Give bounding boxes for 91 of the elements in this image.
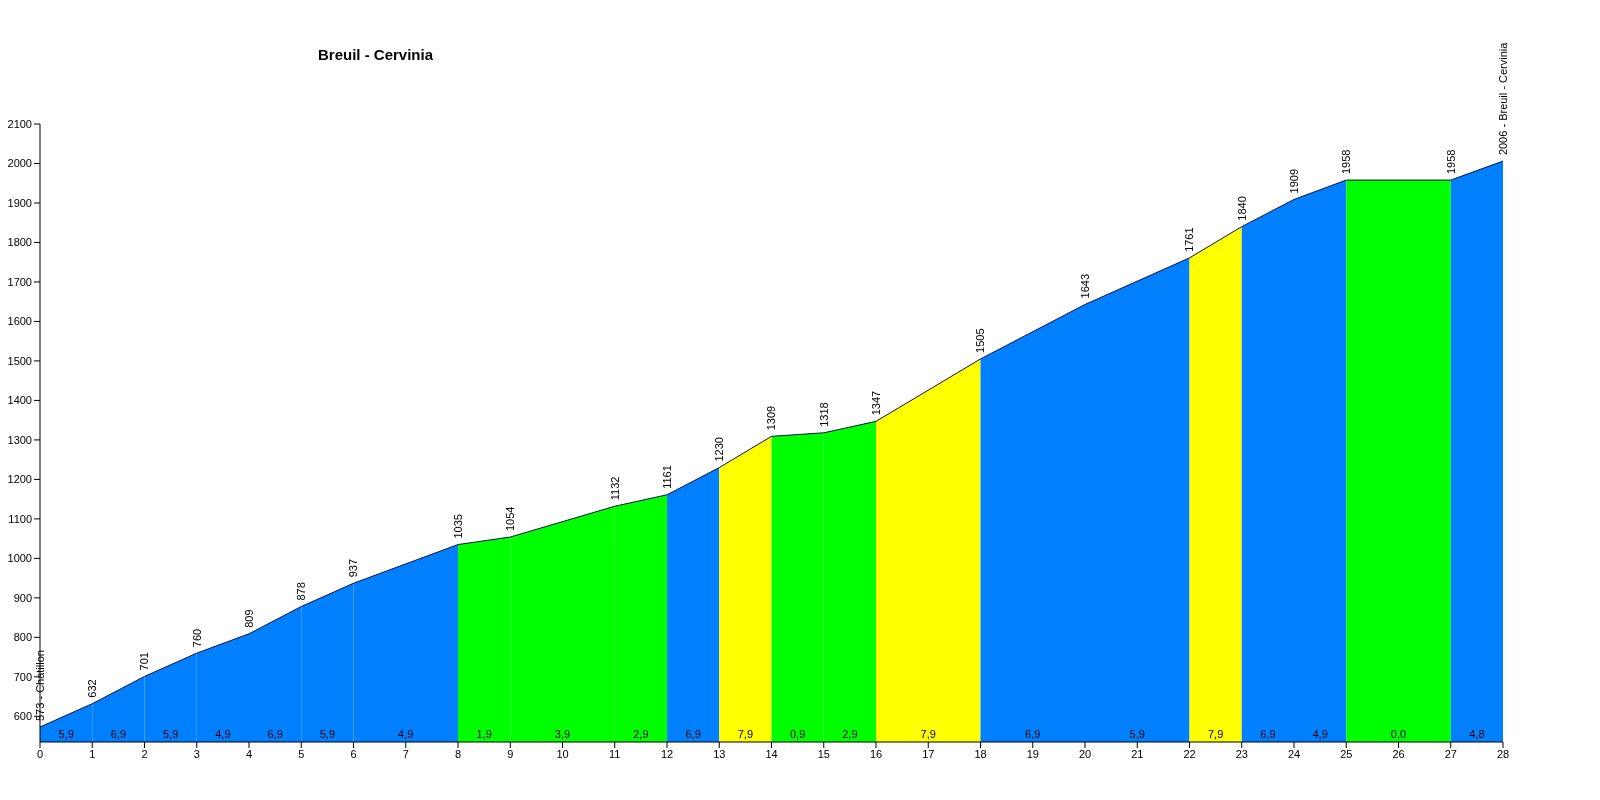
x-tick-label: 1 — [89, 747, 96, 760]
annotation: 6,9 — [267, 727, 283, 740]
annotation: 2,9 — [633, 727, 649, 740]
annotation: 6,9 — [1260, 727, 1276, 740]
annotation: 4,9 — [215, 727, 231, 740]
x-tick-label: 3 — [193, 747, 200, 760]
annotation: 2,9 — [842, 727, 858, 740]
data-label: 1347 — [870, 390, 882, 416]
data-label: 878 — [295, 582, 308, 601]
y-tick-label: 1600 — [7, 315, 32, 328]
x-tick-label: 0 — [36, 747, 44, 760]
annotation: 4,8 — [1469, 727, 1485, 740]
x-tick-label: 7 — [402, 747, 409, 760]
x-tick-label: 28 — [1496, 747, 1510, 760]
data-label: 1505 — [974, 328, 987, 353]
annotation: 1,9 — [476, 727, 492, 740]
data-label: 1318 — [817, 402, 830, 427]
data-label: 760 — [190, 628, 203, 648]
x-tick-label: 23 — [1235, 747, 1248, 760]
annotation: 5,9 — [58, 727, 74, 740]
x-tick-label: 16 — [869, 747, 883, 760]
data-label: 1909 — [1288, 168, 1300, 194]
chart-title: Breuil - Cervinia — [318, 46, 434, 63]
x-tick-label: 8 — [454, 747, 462, 760]
annotation: 5,9 — [1129, 727, 1145, 740]
y-tick-label: 1000 — [7, 552, 32, 565]
y-tick-label: 800 — [13, 631, 32, 644]
x-tick-label: 15 — [817, 747, 830, 760]
data-label: 1958 — [1340, 149, 1353, 175]
x-tick-label: 11 — [609, 747, 621, 760]
y-tick-label: 1700 — [7, 275, 32, 288]
data-label: 1132 — [608, 476, 621, 501]
x-tick-label: 4 — [245, 747, 253, 760]
annotation: 0,0 — [1390, 727, 1407, 740]
data-label: 2006 - Breuil - Cervinia — [1497, 41, 1509, 156]
y-tick-label: 900 — [13, 591, 32, 604]
data-label: 1643 — [1079, 273, 1091, 299]
annotation: 5,9 — [162, 727, 179, 740]
data-label: 1761 — [1183, 227, 1196, 252]
annotation: 0,9 — [789, 727, 806, 740]
x-tick-label: 5 — [298, 747, 305, 760]
x-tick-label: 26 — [1392, 747, 1405, 760]
annotation: 3,9 — [554, 727, 571, 740]
x-tick-label: 19 — [1026, 747, 1039, 760]
x-tick-label: 10 — [556, 747, 569, 760]
y-tick-label: 1800 — [7, 236, 32, 249]
x-tick-label: 25 — [1340, 747, 1353, 760]
x-tick-label: 13 — [713, 747, 726, 760]
y-tick-label: 1900 — [7, 196, 32, 209]
x-tick-label: 9 — [507, 747, 514, 760]
data-label: 1958 — [1444, 149, 1457, 175]
y-tick-label: 600 — [13, 710, 32, 723]
data-label: 1161 — [661, 465, 673, 489]
data-label: 632 — [86, 679, 99, 698]
annotation: 5,9 — [319, 727, 336, 740]
x-tick-label: 14 — [765, 747, 778, 760]
x-tick-label: 18 — [974, 747, 987, 760]
annotation: 6,9 — [685, 727, 701, 740]
y-tick-label: 1100 — [8, 512, 32, 525]
y-tick-label: 700 — [13, 670, 32, 683]
x-tick-label: 2 — [141, 747, 148, 760]
x-tick-label: 20 — [1078, 747, 1092, 760]
x-tick-label: 27 — [1444, 747, 1457, 760]
annotation: 4,9 — [1312, 727, 1328, 740]
x-tick-label: 21 — [1131, 747, 1144, 760]
x-tick-label: 17 — [922, 747, 935, 760]
y-tick-label: 1500 — [7, 354, 32, 367]
annotation: 7,9 — [920, 727, 936, 740]
y-tick-label: 1400 — [7, 394, 32, 407]
data-label: 1054 — [504, 506, 517, 532]
annotation: 7,9 — [1207, 727, 1224, 740]
data-label: 809 — [243, 609, 255, 628]
annotation: 4,9 — [398, 727, 414, 740]
data-label: 937 — [347, 558, 360, 578]
data-label: 701 — [138, 652, 151, 671]
annotation: 7,9 — [737, 727, 754, 740]
data-label: 1230 — [713, 437, 726, 462]
data-label: 1840 — [1235, 196, 1248, 221]
x-tick-label: 6 — [350, 747, 357, 760]
data-label: 1035 — [452, 514, 464, 539]
data-label: 573 - Chatillon — [34, 650, 46, 721]
data-label: 1309 — [765, 405, 778, 431]
x-tick-label: 22 — [1183, 747, 1196, 760]
y-tick-label: 2000 — [7, 157, 32, 170]
annotation: 6,9 — [1025, 727, 1041, 740]
y-tick-label: 1200 — [7, 473, 32, 486]
annotation: 6,9 — [110, 727, 127, 740]
y-tick-label: 2100 — [7, 117, 32, 130]
x-tick-label: 12 — [660, 747, 674, 760]
y-tick-label: 1300 — [7, 433, 32, 446]
x-tick-label: 24 — [1287, 747, 1301, 760]
